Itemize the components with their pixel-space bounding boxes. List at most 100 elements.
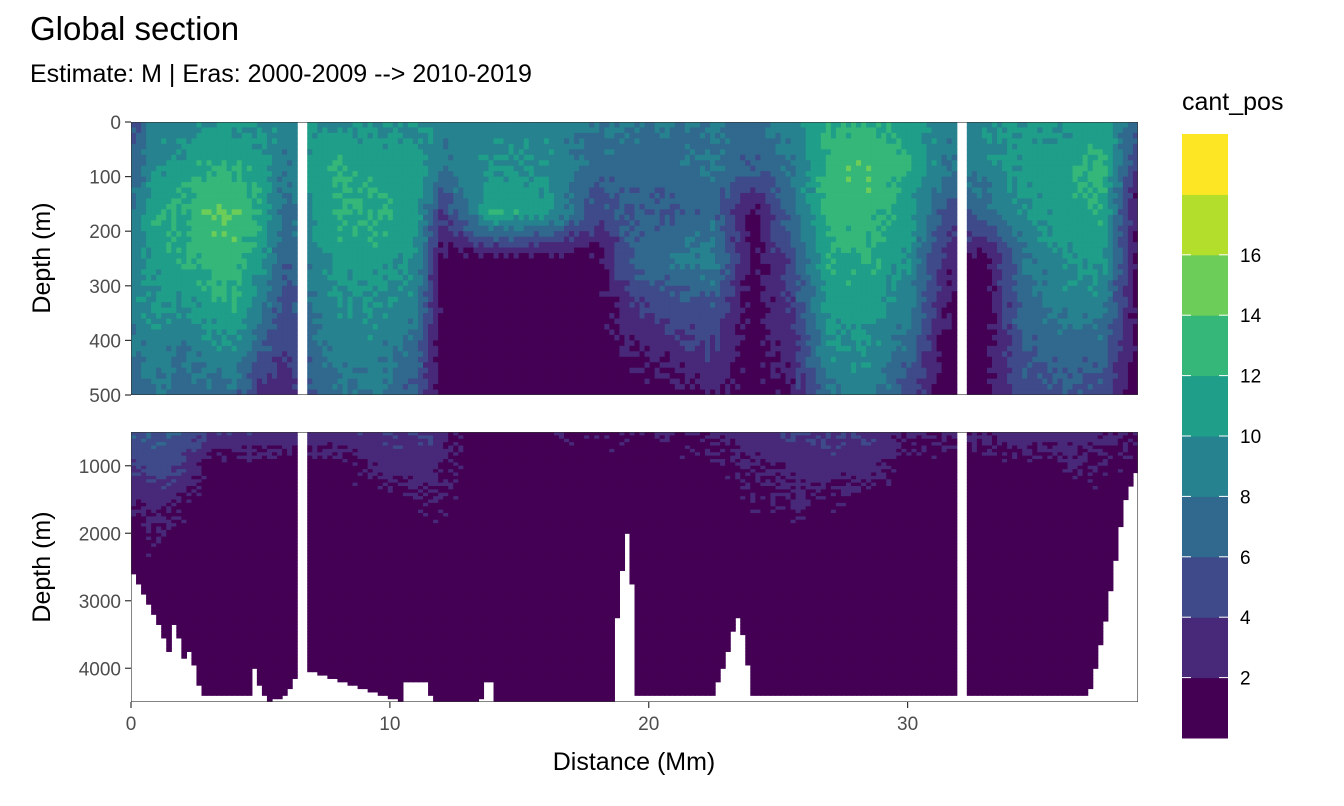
heat-cell bbox=[277, 389, 283, 395]
heat-cell bbox=[171, 329, 177, 336]
heat-cell bbox=[609, 192, 615, 200]
heat-cell bbox=[518, 285, 525, 292]
heat-cell bbox=[292, 231, 298, 238]
heat-cell bbox=[513, 384, 520, 391]
heat-cell bbox=[387, 296, 394, 303]
heat-cell bbox=[609, 138, 615, 145]
heat-cell bbox=[186, 329, 193, 336]
heat-cell bbox=[558, 171, 565, 178]
heat-cell bbox=[256, 143, 263, 150]
heat-cell bbox=[327, 253, 333, 260]
heat-cell bbox=[619, 171, 626, 178]
heat-cell bbox=[488, 389, 495, 395]
heat-cell bbox=[131, 165, 137, 172]
heat-cell bbox=[574, 182, 580, 189]
heat-cell bbox=[357, 378, 364, 385]
heat-cell bbox=[277, 160, 283, 167]
heat-cell bbox=[387, 329, 394, 336]
heat-cell bbox=[141, 258, 147, 265]
heat-cell bbox=[352, 171, 359, 178]
heat-cell bbox=[397, 324, 404, 331]
heat-cell bbox=[261, 231, 268, 238]
heat-cell bbox=[513, 242, 520, 249]
heat-cell bbox=[347, 154, 354, 161]
heat-cell bbox=[498, 253, 505, 260]
heat-cell bbox=[548, 269, 555, 276]
heat-cell bbox=[412, 302, 419, 309]
heat-cell bbox=[372, 307, 379, 314]
heat-cell bbox=[282, 231, 288, 238]
heat-cell bbox=[614, 143, 620, 150]
heat-cell bbox=[156, 187, 162, 194]
heat-cell bbox=[538, 318, 545, 325]
heat-cell bbox=[312, 253, 318, 260]
heat-cell bbox=[146, 171, 152, 178]
heat-cell bbox=[423, 340, 429, 347]
heat-cell bbox=[619, 384, 626, 391]
heat-cell bbox=[558, 138, 565, 145]
heat-cell bbox=[357, 362, 364, 369]
heat-cell bbox=[161, 307, 167, 314]
heat-cell bbox=[518, 231, 525, 238]
heat-cell bbox=[236, 329, 243, 336]
heat-cell bbox=[131, 187, 137, 194]
heat-cell bbox=[347, 198, 354, 205]
heat-cell bbox=[221, 214, 228, 221]
heat-cell bbox=[161, 313, 167, 320]
heat-cell bbox=[362, 192, 369, 200]
heat-cell bbox=[483, 127, 490, 134]
heat-cell bbox=[161, 253, 167, 260]
heat-cell bbox=[166, 220, 172, 227]
heat-cell bbox=[488, 356, 495, 363]
heat-cell bbox=[367, 373, 374, 380]
heat-cell bbox=[538, 329, 545, 336]
heat-cell bbox=[538, 362, 545, 369]
heat-cell bbox=[261, 291, 268, 298]
heat-cell bbox=[463, 280, 469, 287]
heat-cell bbox=[463, 225, 469, 232]
heat-cell bbox=[397, 356, 404, 363]
heat-cell bbox=[518, 242, 525, 249]
heat-cell bbox=[251, 356, 258, 363]
heat-cell bbox=[533, 356, 540, 363]
heat-cell bbox=[292, 296, 298, 303]
heat-cell bbox=[246, 154, 253, 161]
heat-cell bbox=[201, 132, 208, 139]
heat-cell bbox=[287, 127, 293, 134]
heat-cell bbox=[619, 143, 626, 150]
heat-cell bbox=[231, 247, 238, 254]
heat-cell bbox=[382, 329, 389, 336]
heat-cell bbox=[287, 231, 293, 238]
heat-cell bbox=[186, 220, 193, 227]
heat-cell bbox=[473, 334, 480, 341]
heat-cell bbox=[579, 187, 585, 194]
heat-cell bbox=[624, 313, 631, 320]
heat-cell bbox=[372, 345, 379, 352]
heat-cell bbox=[362, 351, 369, 358]
heat-cell bbox=[564, 182, 570, 189]
heat-cell bbox=[196, 258, 203, 265]
heat-cell bbox=[131, 253, 137, 260]
heat-cell bbox=[231, 176, 238, 183]
heat-cell bbox=[478, 154, 485, 161]
heat-cell bbox=[251, 214, 258, 221]
heat-cell bbox=[528, 280, 535, 287]
heat-cell bbox=[498, 324, 505, 331]
heat-cell bbox=[468, 247, 474, 254]
heat-cell bbox=[282, 329, 288, 336]
heat-cell bbox=[166, 209, 172, 216]
heat-cell bbox=[428, 367, 434, 374]
heat-cell bbox=[352, 225, 359, 232]
heat-cell bbox=[387, 182, 394, 189]
heat-cell bbox=[307, 225, 313, 232]
heat-cell bbox=[136, 143, 142, 150]
heat-cell bbox=[528, 313, 535, 320]
heat-cell bbox=[156, 209, 162, 216]
heat-cell bbox=[312, 236, 318, 243]
heat-cell bbox=[166, 138, 172, 145]
heat-cell bbox=[186, 351, 193, 358]
heat-cell bbox=[609, 340, 615, 347]
heat-cell bbox=[317, 263, 323, 271]
heat-cell bbox=[171, 313, 177, 320]
heat-cell bbox=[141, 160, 147, 167]
